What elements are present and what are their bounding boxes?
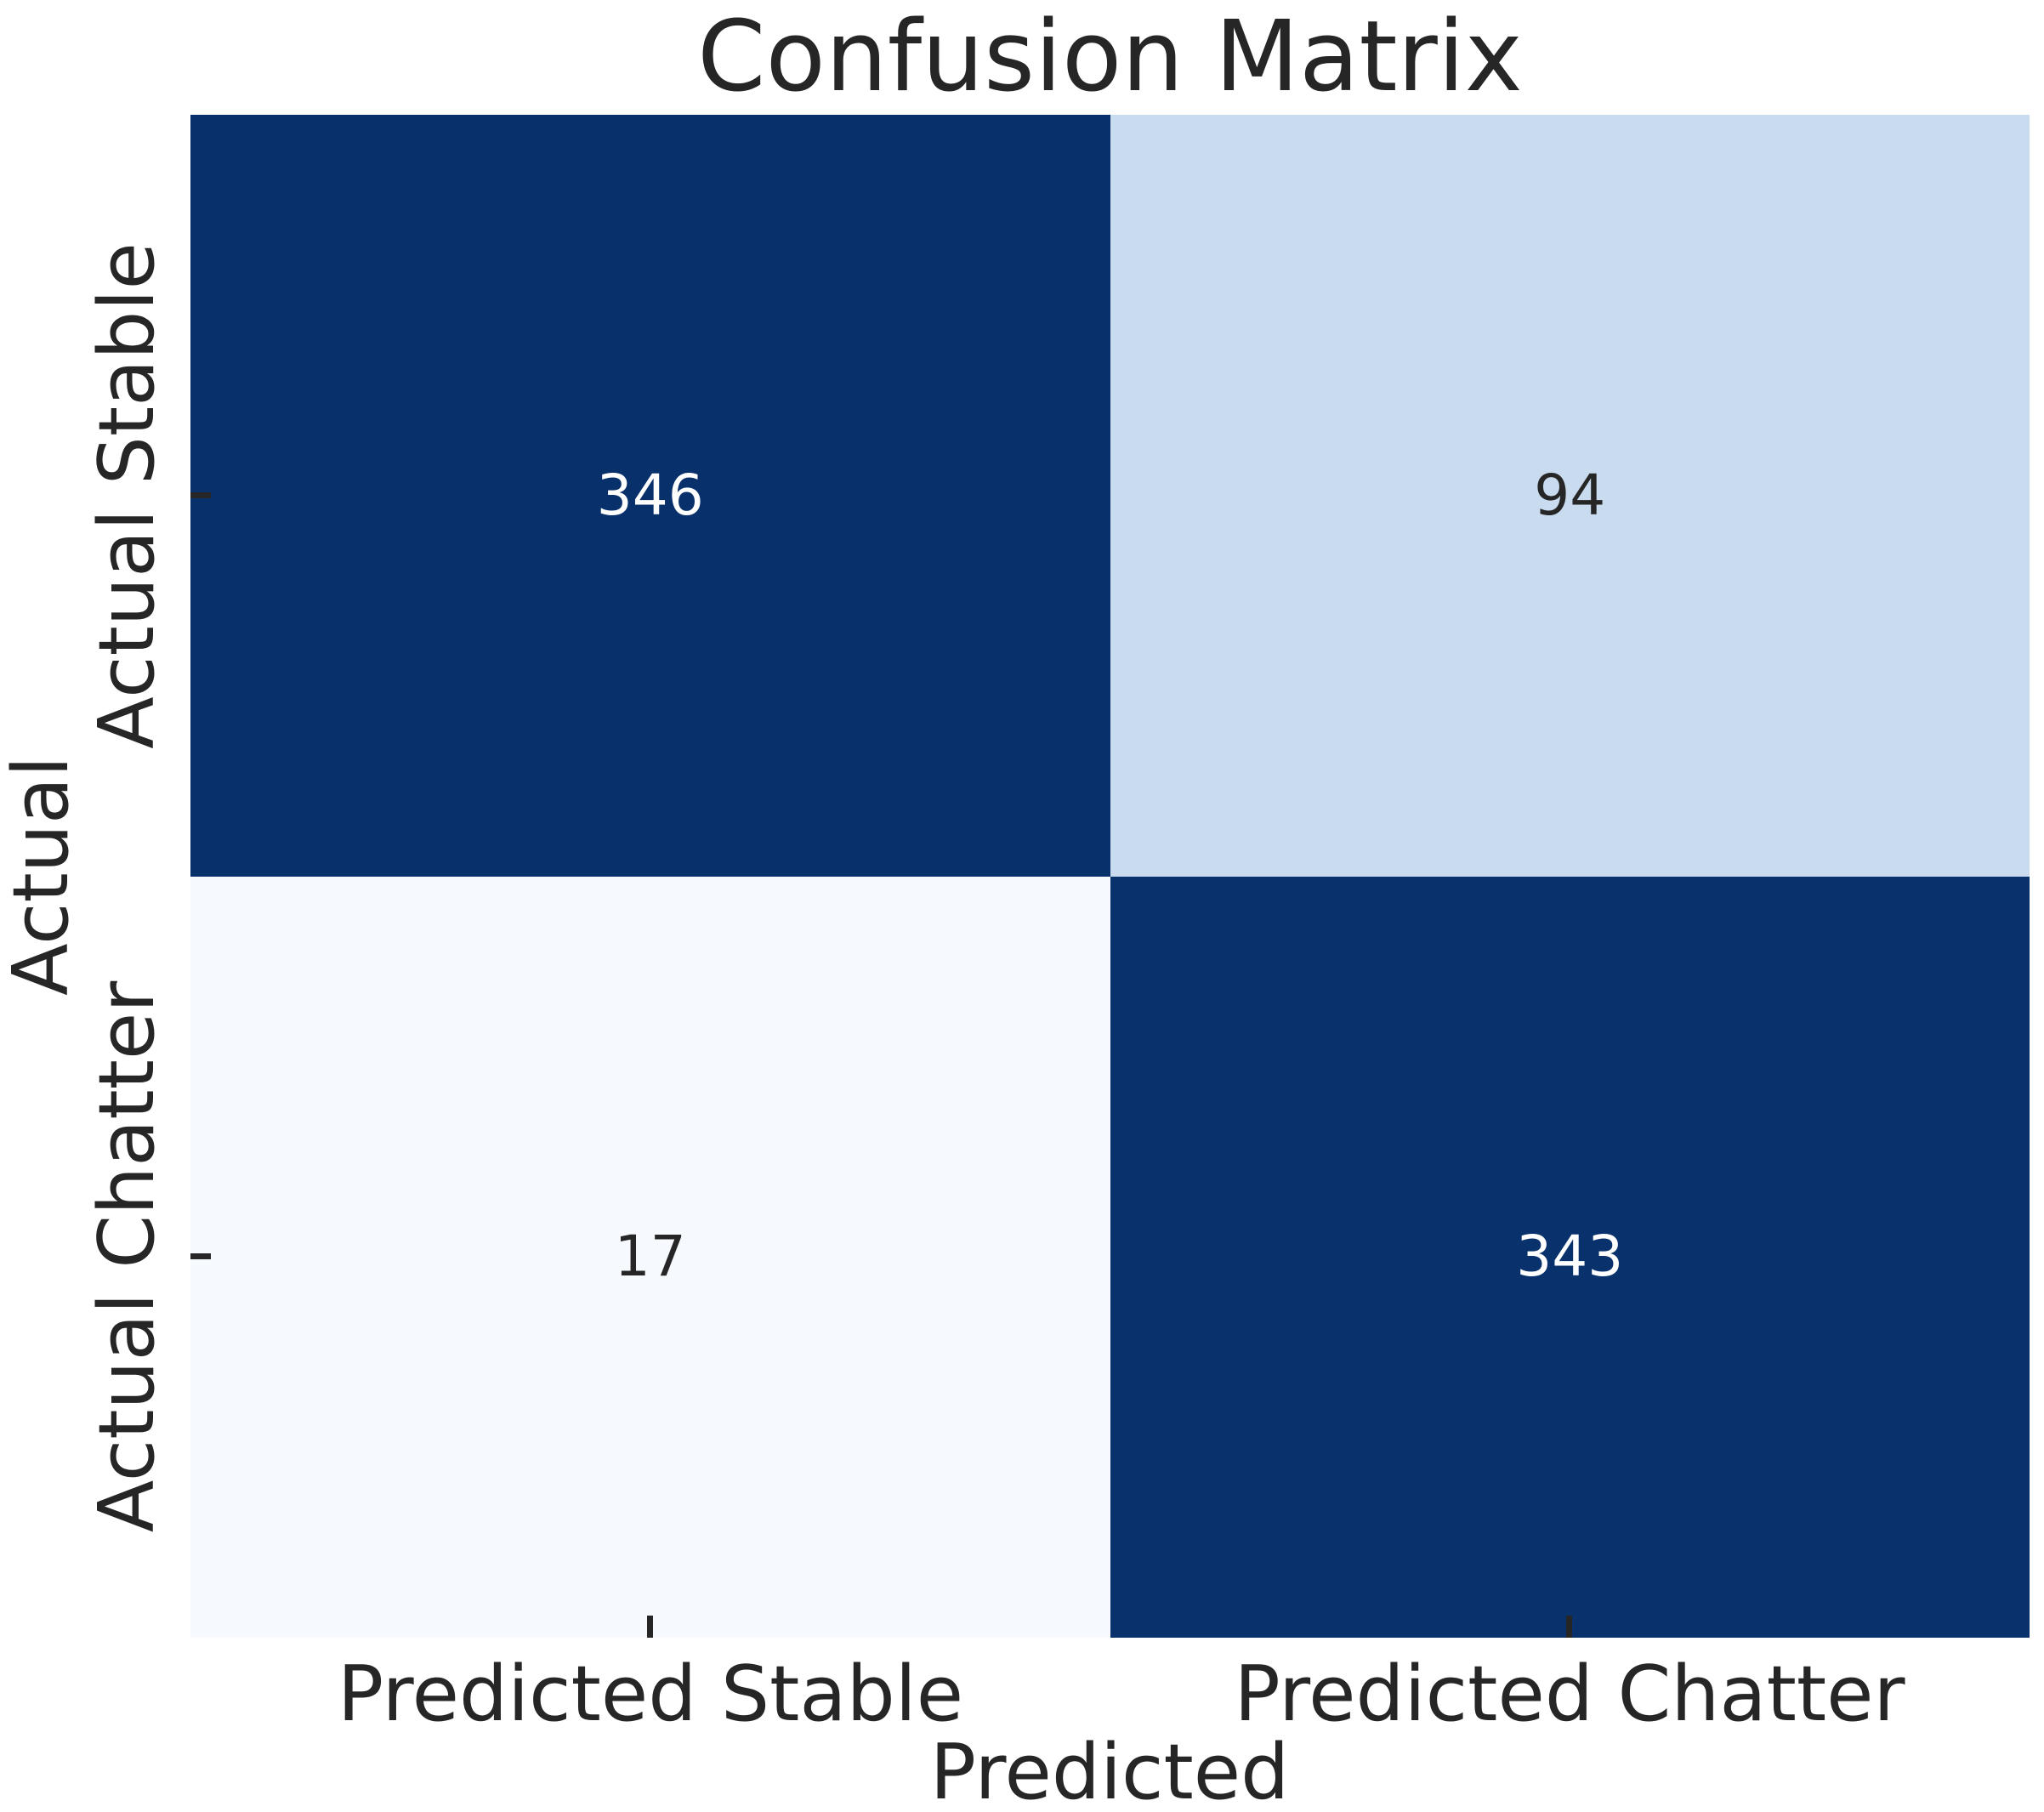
cell-value-false-positive: 94 [1534, 462, 1606, 528]
cell-value-true-negative: 346 [596, 462, 704, 528]
x-tick-label-predicted-chatter: Predicted Chatter [1234, 1650, 1905, 1739]
matrix-cell-actual-stable-predicted-stable: 346 [190, 115, 1110, 877]
matrix-cell-actual-chatter-predicted-stable: 17 [190, 876, 1110, 1638]
y-tick-label-actual-chatter: Actual Chatter [82, 980, 172, 1533]
chart-title: Confusion Matrix [697, 0, 1523, 114]
y-tick-label-actual-stable: Actual Stable [82, 242, 172, 749]
cell-value-true-positive: 343 [1516, 1224, 1624, 1290]
matrix-cell-actual-stable-predicted-chatter: 94 [1110, 115, 2030, 877]
y-tick-mark-stable [190, 491, 211, 498]
x-tick-mark-stable [646, 1616, 653, 1638]
y-tick-mark-chatter [190, 1253, 211, 1260]
y-axis-label: Actual [0, 756, 86, 996]
matrix-cell-actual-chatter-predicted-chatter: 343 [1110, 876, 2030, 1638]
cell-value-false-negative: 17 [614, 1224, 686, 1290]
heatmap-plot: 346 94 17 343 [190, 115, 2030, 1638]
x-tick-label-predicted-stable: Predicted Stable [337, 1650, 964, 1739]
x-tick-mark-chatter [1566, 1616, 1573, 1638]
x-axis-label: Predicted [929, 1728, 1290, 1812]
